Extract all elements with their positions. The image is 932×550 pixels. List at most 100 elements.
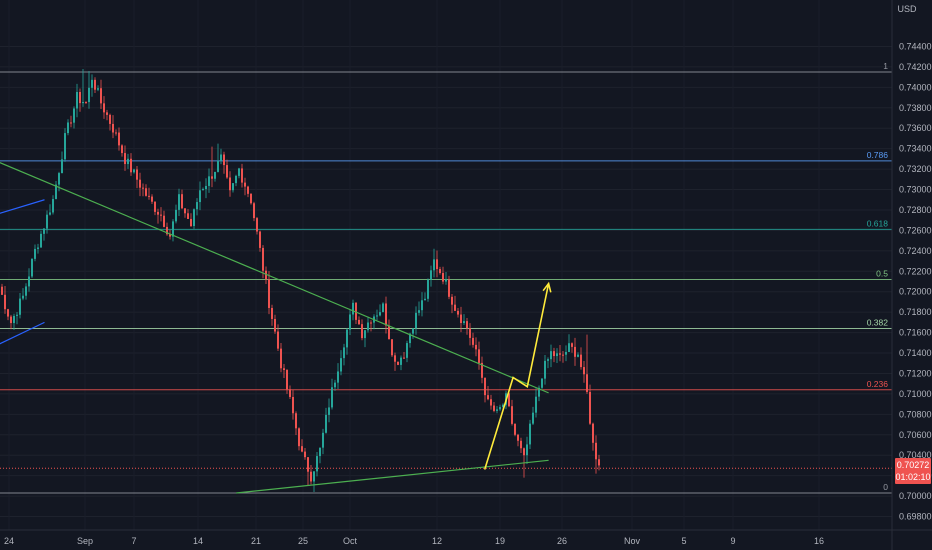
x-tick-label: 9 bbox=[730, 536, 735, 546]
candle-body bbox=[499, 407, 501, 410]
candle-body bbox=[511, 406, 513, 424]
candle-body bbox=[595, 442, 597, 460]
candle-body bbox=[79, 91, 81, 104]
candle-body bbox=[154, 201, 156, 212]
candle-body bbox=[67, 122, 69, 134]
candle-body bbox=[574, 346, 576, 357]
candle-body bbox=[187, 213, 189, 219]
candle-body bbox=[73, 108, 75, 123]
candle-body bbox=[490, 399, 492, 406]
candle-body bbox=[424, 298, 426, 301]
fibonacci-retracement[interactable]: 1 0.786 0.618 0.5 0.382 0.236 0 bbox=[0, 61, 892, 494]
candle-body bbox=[592, 423, 594, 443]
candle-body bbox=[271, 307, 273, 319]
candle-body bbox=[502, 404, 504, 408]
candle-body bbox=[307, 457, 309, 472]
candle-body bbox=[589, 391, 591, 424]
candle-body bbox=[97, 88, 99, 90]
upper-trendline bbox=[0, 162, 549, 394]
candle-body bbox=[10, 316, 12, 324]
candle-body bbox=[550, 351, 552, 360]
candle-body bbox=[127, 158, 129, 165]
candle-body bbox=[25, 286, 27, 296]
candle-body bbox=[115, 132, 117, 134]
x-tick-label: Nov bbox=[624, 536, 641, 546]
candle-body bbox=[190, 218, 192, 227]
x-tick-label: 25 bbox=[298, 536, 308, 546]
candle-body bbox=[358, 319, 360, 325]
candle-body bbox=[247, 186, 249, 194]
candle-body bbox=[226, 165, 228, 178]
candle-body bbox=[514, 423, 516, 435]
candle-body bbox=[346, 329, 348, 348]
candle-body bbox=[586, 374, 588, 392]
candle-body bbox=[100, 88, 102, 104]
candle-body bbox=[562, 354, 564, 356]
candle-body bbox=[106, 112, 108, 115]
fib-level-label: 0.618 bbox=[867, 218, 889, 228]
candle-body bbox=[583, 367, 585, 375]
candle-body bbox=[448, 279, 450, 297]
x-tick-label: 7 bbox=[131, 536, 136, 546]
candle-body bbox=[418, 310, 420, 313]
candle-body bbox=[169, 234, 171, 237]
candle-body bbox=[541, 378, 543, 388]
candle-body bbox=[70, 122, 72, 124]
grid-layer bbox=[0, 46, 892, 517]
candle-body bbox=[535, 396, 537, 413]
candle-body bbox=[7, 309, 9, 317]
candle-body bbox=[40, 233, 42, 248]
y-tick-label: 0.69800 bbox=[899, 512, 932, 522]
candle-body bbox=[463, 321, 465, 324]
channel-line-top bbox=[0, 199, 45, 214]
y-tick-label: 0.73000 bbox=[899, 185, 932, 195]
candle-body bbox=[487, 395, 489, 400]
candle-body bbox=[211, 176, 213, 179]
candle-body bbox=[184, 208, 186, 214]
candle-body bbox=[430, 270, 432, 280]
candle-body bbox=[124, 153, 126, 165]
y-tick-label: 0.72600 bbox=[899, 225, 932, 235]
candle-body bbox=[130, 158, 132, 173]
y-tick-label: 0.72400 bbox=[899, 246, 932, 256]
candle-body bbox=[43, 228, 45, 234]
candle-body bbox=[142, 187, 144, 189]
candle-body bbox=[523, 448, 525, 456]
candle-body bbox=[340, 358, 342, 372]
candle-body bbox=[529, 423, 531, 445]
y-tick-label: 0.73200 bbox=[899, 164, 932, 174]
y-tick-label: 0.73600 bbox=[899, 123, 932, 133]
x-tick-label: 26 bbox=[557, 536, 567, 546]
candle-body bbox=[34, 248, 36, 259]
candle-body bbox=[331, 387, 333, 408]
candle-body bbox=[310, 471, 312, 482]
time-axis[interactable]: 24 Sep 7 14 21 25 Oct 12 19 26 Nov 5 9 16 bbox=[4, 536, 824, 546]
candle-body bbox=[157, 211, 159, 215]
candle-body bbox=[22, 295, 24, 299]
candle-body bbox=[451, 296, 453, 305]
candle-body bbox=[547, 359, 549, 361]
candle-body bbox=[442, 273, 444, 282]
candle-body bbox=[202, 189, 204, 191]
candle-body bbox=[565, 352, 567, 355]
x-tick-label: Sep bbox=[77, 536, 93, 546]
candle-body bbox=[400, 357, 402, 365]
drawings-layer[interactable] bbox=[0, 146, 552, 494]
candle-body bbox=[199, 190, 201, 203]
candle-body bbox=[16, 314, 18, 316]
candle-body bbox=[139, 179, 141, 188]
candle-body bbox=[163, 215, 165, 227]
candle-body bbox=[232, 183, 234, 191]
y-tick-label: 0.73400 bbox=[899, 144, 932, 154]
candle-body bbox=[433, 259, 435, 271]
candle-body bbox=[598, 459, 600, 466]
candle-body bbox=[559, 353, 561, 355]
y-tick-label: 0.70800 bbox=[899, 409, 932, 419]
x-tick-label: 24 bbox=[4, 536, 14, 546]
candle-body bbox=[577, 354, 579, 357]
candle-body bbox=[328, 407, 330, 415]
candle-body bbox=[121, 145, 123, 154]
candle-body bbox=[118, 132, 120, 146]
